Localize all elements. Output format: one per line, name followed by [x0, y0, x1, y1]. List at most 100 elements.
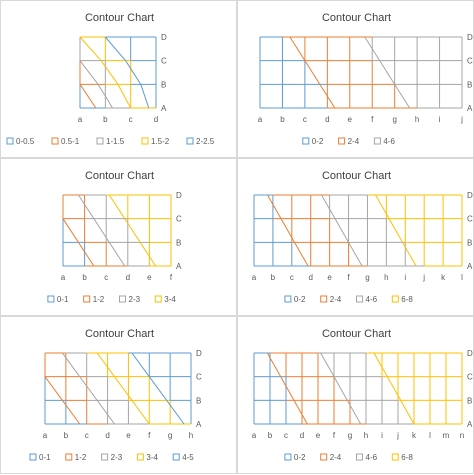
legend-label: 1-2 [93, 295, 105, 304]
legend-label: 3-4 [146, 453, 158, 462]
legend-item: 2-4 [320, 295, 342, 304]
series-axis-label: B [467, 238, 472, 247]
legend-item: 3-4 [136, 453, 159, 462]
contour-line [96, 352, 108, 368]
contour-line [394, 84, 411, 109]
x-tick-label: b [82, 273, 87, 282]
contour-line [291, 237, 295, 243]
contour-line [326, 95, 336, 109]
x-tick-label: i [381, 431, 383, 440]
legend-item: 4-6 [356, 295, 378, 304]
legend-swatch [391, 453, 399, 461]
x-tick-label: e [348, 115, 353, 124]
x-tick-label: b [268, 431, 273, 440]
x-tick-label: k [441, 273, 446, 282]
x-tick-label: d [154, 115, 158, 124]
contour-line [79, 60, 99, 85]
contour-line [84, 204, 95, 219]
contour-line [293, 400, 303, 415]
x-tick-label: h [415, 115, 419, 124]
legend-swatch [6, 137, 14, 145]
x-tick-label: h [364, 431, 368, 440]
contour-line [65, 357, 81, 377]
legend-label: 1.5-2 [151, 137, 170, 146]
contour-line [319, 84, 328, 97]
legend-label: 1-1.5 [106, 137, 125, 146]
contour-line [96, 400, 108, 415]
legend-swatch [284, 453, 292, 461]
x-tick-label: f [333, 431, 336, 440]
contour-chart-svg: Contour Chart a b c d e f g hA B C D 0-1 1-2 2-3 3-4 4-5 [29, 328, 202, 462]
x-tick-label: d [309, 273, 313, 282]
chart-title: Contour Chart [85, 170, 154, 182]
x-tick-label: a [78, 115, 83, 124]
legend-item: 2-2.5 [186, 137, 215, 146]
x-tick-label: g [392, 115, 396, 124]
contour-line [125, 60, 132, 69]
x-tick-label: c [290, 273, 294, 282]
contour-line [131, 352, 150, 377]
x-tick-label: e [147, 273, 152, 282]
contour-chart-panel-6: Contour Chart a b c d e f g h i j k l m n A B C D 0-2 2-4 4-6… [237, 316, 474, 474]
legend-label: 2-2.5 [196, 137, 215, 146]
legend-item: 0-2 [284, 453, 306, 462]
series-axis-label: C [467, 57, 473, 66]
x-tick-label: f [371, 115, 374, 124]
contour-line [388, 218, 404, 243]
contour-line [373, 352, 383, 368]
series-axis-label: D [176, 191, 182, 200]
legend-item: 1-2 [83, 295, 105, 304]
x-tick-label: h [384, 273, 388, 282]
x-tick-label: c [129, 115, 133, 124]
legend-label: 0-1 [39, 453, 51, 462]
legend-swatch [65, 453, 73, 461]
legend-swatch [302, 137, 310, 145]
contour-line [294, 242, 309, 267]
x-tick-label: g [365, 273, 369, 282]
contour-line [381, 366, 388, 377]
x-tick-label: c [284, 431, 288, 440]
legend-label: 4-6 [366, 295, 378, 304]
legend-item: 2-3 [119, 295, 141, 304]
contour-chart-svg: Contour Chart a b c d e fA B C D 0-1 1-2 2-3 3-4 [47, 170, 182, 304]
legend-item: 0-1 [47, 295, 69, 304]
legend-label: 1-2 [75, 453, 87, 462]
contour-line [364, 36, 373, 50]
contour-line [105, 237, 110, 243]
legend-item: 0-2 [302, 137, 324, 146]
legend-label: 2-4 [330, 295, 342, 304]
legend-item: 0.5-1 [51, 137, 80, 146]
series-axis-label: C [176, 215, 182, 224]
series-axis-label: A [467, 420, 473, 429]
contour-chart-svg: Contour Chart a b c d e f g h i j k lA B C D 0-2 2-4 4-6 6-… [252, 170, 473, 304]
contour-chart-panel-1: Contour Chart a b c d A B C D 0-0.5 0.5-1 1-1.5 1.5-… [0, 0, 237, 158]
contour-chart-svg: Contour Chart a b c d e f g h i jA B C D 0-2 2-4 4-6 [258, 12, 473, 146]
contour-line [114, 376, 129, 396]
contour-line [375, 194, 387, 215]
contour-line [78, 242, 86, 253]
contour-line [107, 414, 115, 425]
contour-line [148, 376, 168, 401]
contour-line [334, 218, 349, 243]
contour-line [267, 194, 274, 205]
x-tick-label: d [325, 115, 329, 124]
series-axis-label: A [467, 262, 473, 271]
legend-label: 0-0.5 [16, 137, 35, 146]
legend-label: 2-4 [348, 137, 360, 146]
contour-line [128, 395, 133, 401]
x-tick-label: a [252, 431, 257, 440]
contour-line [321, 194, 331, 210]
contour-line [329, 208, 336, 219]
x-tick-label: c [104, 273, 108, 282]
legend-item: 0-0.5 [6, 137, 35, 146]
legend-label: 2-3 [129, 295, 141, 304]
contour-line [61, 400, 67, 406]
contour-line [61, 352, 67, 359]
x-tick-label: b [64, 431, 69, 440]
contour-line [280, 376, 287, 387]
x-tick-label: b [280, 115, 285, 124]
contour-line [269, 357, 282, 377]
legend-label: 6-8 [401, 295, 413, 304]
contour-line [127, 223, 141, 243]
